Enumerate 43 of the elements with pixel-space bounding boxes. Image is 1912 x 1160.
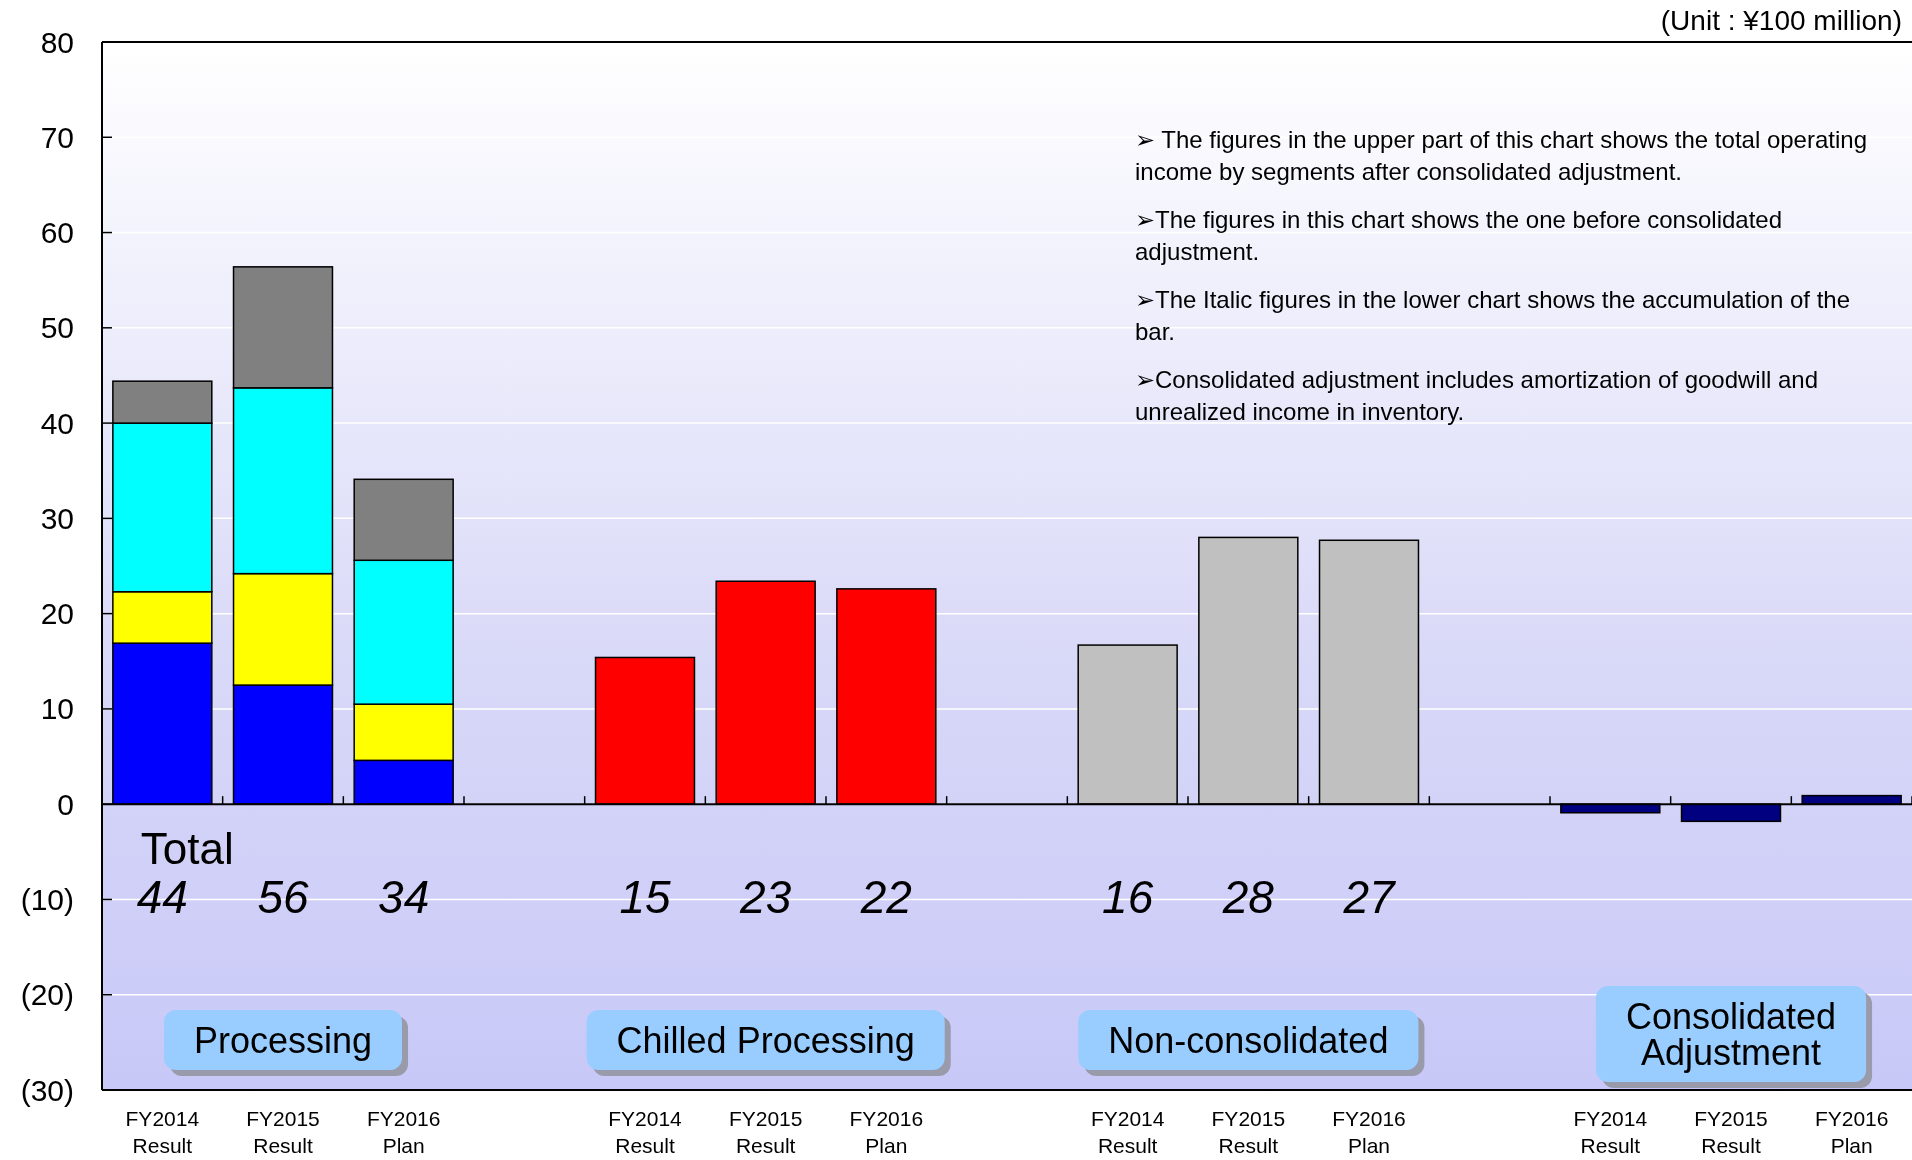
y-tick-label: (20) bbox=[20, 978, 74, 1012]
annotation: ➢ The figures in the upper part of this chart shows the total operating income by segments after consolidated adjustment. bbox=[1135, 126, 1867, 185]
x-tick-label: FY2014 Result bbox=[1573, 1107, 1648, 1157]
x-tick-label: FY2015 Result bbox=[1694, 1107, 1768, 1157]
total-label: 34 bbox=[378, 871, 430, 924]
y-tick-label: 30 bbox=[40, 501, 74, 535]
total-label: 22 bbox=[859, 871, 912, 924]
annotation: Processing bbox=[193, 1019, 373, 1061]
x-tick-label: FY2016 Plan bbox=[1814, 1107, 1889, 1157]
x-tick-label: FY2016 Plan bbox=[849, 1107, 924, 1157]
y-tick-label: 10 bbox=[40, 692, 74, 726]
x-tick-label: FY2014 Result bbox=[1090, 1107, 1165, 1157]
total-label: 44 bbox=[136, 871, 188, 924]
y-tick-label: 70 bbox=[40, 120, 74, 154]
annotation: Chilled Processing bbox=[616, 1019, 915, 1061]
annotation: Consolidated Adjustment bbox=[1625, 995, 1837, 1073]
annotation: ➢The figures in this chart shows the one before consolidated adjustment. bbox=[1135, 206, 1783, 265]
y-tick-label: 50 bbox=[40, 311, 74, 345]
total-label: 16 bbox=[1102, 871, 1154, 924]
total-label: 56 bbox=[257, 871, 309, 924]
x-tick-label: FY2015 Result bbox=[728, 1107, 803, 1157]
y-tick-label: 60 bbox=[40, 216, 74, 250]
annotation: Non-consolidated bbox=[1108, 1019, 1389, 1061]
x-tick-label: FY2016 Plan bbox=[1332, 1107, 1406, 1157]
total-label: 28 bbox=[1221, 871, 1275, 924]
annotation: ➢The Italic figures in the lower chart shows the accumulation of the bar. bbox=[1135, 286, 1851, 345]
annotation: Total bbox=[140, 824, 234, 874]
x-tick-label: FY2015 Result bbox=[246, 1107, 320, 1157]
y-tick-label: 0 bbox=[57, 787, 74, 821]
total-label: 15 bbox=[619, 871, 671, 924]
x-tick-label: FY2015 Result bbox=[1211, 1107, 1286, 1157]
y-tick-label: 80 bbox=[40, 25, 74, 59]
total-label: 27 bbox=[1342, 871, 1396, 924]
y-tick-label: 40 bbox=[40, 406, 74, 440]
text: (Unit : ¥100 million) bbox=[1660, 5, 1902, 36]
x-tick-label: FY2016 Plan bbox=[366, 1107, 441, 1157]
annotation: ➢Consolidated adjustment includes amortization of goodwill and unrealized income in inventory. bbox=[1135, 366, 1819, 425]
y-tick-label: (30) bbox=[20, 1073, 74, 1107]
x-tick-label: FY2014 Result bbox=[608, 1107, 683, 1157]
total-label: 23 bbox=[739, 871, 792, 924]
x-tick-label: FY2014 Result bbox=[125, 1107, 200, 1157]
y-tick-label: (10) bbox=[20, 882, 74, 916]
y-tick-label: 20 bbox=[40, 597, 74, 631]
